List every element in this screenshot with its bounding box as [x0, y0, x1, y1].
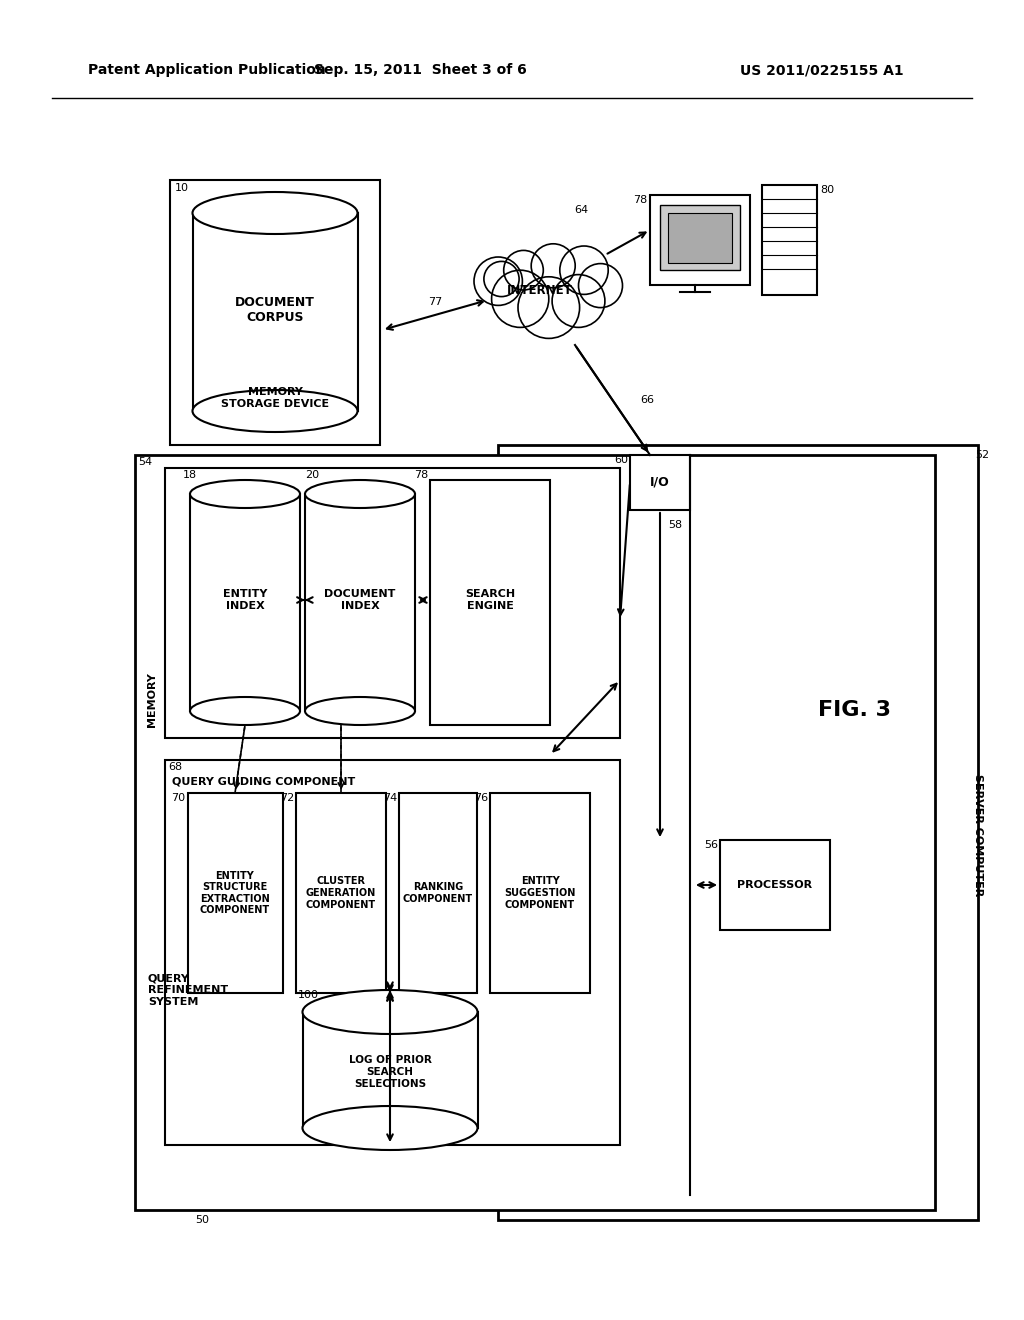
- Text: PROCESSOR: PROCESSOR: [737, 880, 813, 890]
- Circle shape: [579, 264, 623, 308]
- Bar: [498, 445, 978, 1220]
- Text: 77: 77: [428, 297, 442, 308]
- Text: 64: 64: [574, 205, 588, 215]
- Text: SERVER COMPUTER: SERVER COMPUTER: [973, 774, 983, 896]
- Bar: [190, 494, 300, 711]
- Text: US 2011/0225155 A1: US 2011/0225155 A1: [740, 63, 903, 77]
- Text: Sep. 15, 2011  Sheet 3 of 6: Sep. 15, 2011 Sheet 3 of 6: [313, 63, 526, 77]
- Circle shape: [531, 244, 575, 288]
- Text: 76: 76: [474, 793, 488, 803]
- Text: QUERY GUIDING COMPONENT: QUERY GUIDING COMPONENT: [172, 776, 355, 785]
- Text: 58: 58: [668, 520, 682, 531]
- Text: FIG. 3: FIG. 3: [818, 700, 892, 719]
- Bar: [668, 213, 732, 263]
- Text: CLUSTER
GENERATION
COMPONENT: CLUSTER GENERATION COMPONENT: [306, 876, 376, 909]
- Text: 54: 54: [138, 457, 153, 467]
- Text: MEMORY: MEMORY: [147, 673, 157, 727]
- Text: I/O: I/O: [650, 475, 670, 488]
- Circle shape: [552, 275, 605, 327]
- Bar: [762, 185, 817, 294]
- Text: 68: 68: [168, 762, 182, 772]
- Bar: [490, 793, 590, 993]
- Circle shape: [484, 261, 519, 297]
- Text: 78: 78: [414, 470, 428, 480]
- Text: ENTITY
INDEX: ENTITY INDEX: [223, 589, 267, 611]
- Bar: [135, 455, 935, 1210]
- Text: DOCUMENT
INDEX: DOCUMENT INDEX: [325, 589, 395, 611]
- Text: 66: 66: [640, 395, 654, 405]
- Bar: [660, 205, 740, 271]
- Circle shape: [492, 271, 549, 327]
- Ellipse shape: [305, 697, 415, 725]
- Text: 50: 50: [195, 1214, 209, 1225]
- Text: SEARCH
ENGINE: SEARCH ENGINE: [465, 589, 515, 611]
- Text: 20: 20: [305, 470, 319, 480]
- Text: 78: 78: [633, 195, 647, 205]
- Text: 56: 56: [705, 840, 718, 850]
- Text: 72: 72: [280, 793, 294, 803]
- Text: LOG OF PRIOR
SEARCH
SELECTIONS: LOG OF PRIOR SEARCH SELECTIONS: [348, 1056, 431, 1089]
- Ellipse shape: [193, 191, 357, 234]
- Ellipse shape: [305, 480, 415, 508]
- Circle shape: [518, 277, 580, 338]
- Text: MEMORY
STORAGE DEVICE: MEMORY STORAGE DEVICE: [221, 387, 329, 409]
- Ellipse shape: [302, 990, 477, 1034]
- Circle shape: [560, 246, 608, 294]
- Text: QUERY
REFINEMENT
SYSTEM: QUERY REFINEMENT SYSTEM: [148, 973, 228, 1007]
- Bar: [305, 494, 415, 711]
- Ellipse shape: [190, 480, 300, 508]
- Ellipse shape: [302, 1106, 477, 1150]
- Text: 60: 60: [614, 455, 628, 465]
- Bar: [650, 195, 750, 285]
- Text: DOCUMENT
CORPUS: DOCUMENT CORPUS: [236, 296, 315, 323]
- Bar: [630, 455, 690, 510]
- Bar: [193, 213, 358, 411]
- Text: ENTITY
STRUCTURE
EXTRACTION
COMPONENT: ENTITY STRUCTURE EXTRACTION COMPONENT: [200, 871, 270, 915]
- Ellipse shape: [193, 389, 357, 432]
- Text: 18: 18: [183, 470, 198, 480]
- Text: INTERNET: INTERNET: [507, 284, 572, 297]
- Ellipse shape: [190, 697, 300, 725]
- Text: 52: 52: [975, 450, 989, 459]
- Bar: [188, 793, 283, 993]
- Bar: [296, 793, 386, 993]
- Text: 74: 74: [383, 793, 397, 803]
- Text: 70: 70: [171, 793, 185, 803]
- Bar: [165, 760, 620, 1144]
- Text: 100: 100: [298, 990, 319, 1001]
- Bar: [430, 480, 550, 725]
- Text: RANKING
COMPONENT: RANKING COMPONENT: [402, 882, 473, 904]
- Text: 80: 80: [820, 185, 835, 195]
- Bar: [165, 469, 620, 738]
- Text: ENTITY
SUGGESTION
COMPONENT: ENTITY SUGGESTION COMPONENT: [504, 876, 575, 909]
- Bar: [720, 840, 830, 931]
- Bar: [303, 1012, 478, 1129]
- Text: Patent Application Publication: Patent Application Publication: [88, 63, 326, 77]
- Bar: [170, 180, 380, 445]
- Bar: [399, 793, 477, 993]
- Circle shape: [504, 251, 544, 290]
- Circle shape: [474, 257, 522, 305]
- Text: 10: 10: [175, 183, 189, 193]
